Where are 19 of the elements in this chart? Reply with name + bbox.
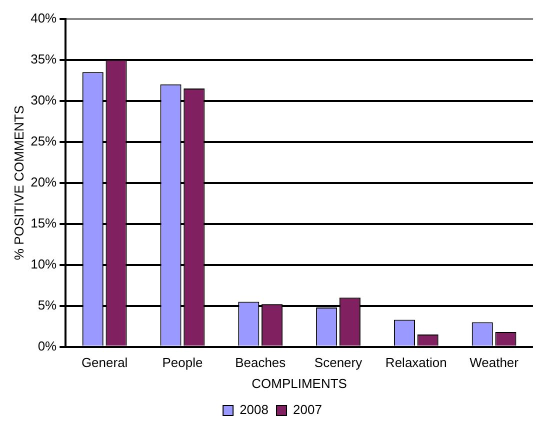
y-tick-label: 25% (30, 133, 58, 148)
y-tick-label: 20% (30, 174, 58, 190)
y-tick-label: 30% (30, 92, 58, 108)
x-tick-label: Relaxation (385, 355, 447, 370)
y-tick-label: 15% (30, 215, 58, 230)
y-tick-label: 0% (38, 338, 58, 354)
y-tick-label: 5% (38, 297, 58, 312)
x-tick-label: People (162, 355, 203, 370)
x-tick-label: General (81, 355, 128, 370)
x-axis-title: COMPLIMENTS (252, 376, 348, 391)
y-tick-label: 40% (30, 10, 58, 26)
y-axis-title: % POSITIVE COMMENTS (11, 105, 26, 260)
y-tick-label: 35% (30, 51, 58, 66)
x-tick-label: Scenery (314, 355, 363, 370)
legend-label: 2007 (293, 402, 322, 418)
x-tick-label: Weather (470, 355, 520, 370)
y-tick-label: 10% (30, 256, 58, 272)
x-tick-label: Beaches (235, 355, 286, 370)
legend-label: 2008 (240, 402, 268, 418)
